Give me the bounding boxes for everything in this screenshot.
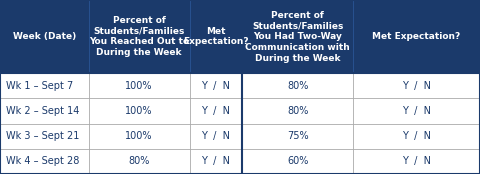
Text: Y  /  N: Y / N — [202, 81, 230, 91]
Text: 100%: 100% — [125, 81, 153, 91]
Text: Wk 3 – Sept 21: Wk 3 – Sept 21 — [6, 131, 79, 141]
Text: Y  /  N: Y / N — [402, 81, 431, 91]
Text: Met Expectation?: Met Expectation? — [372, 32, 460, 41]
Text: 100%: 100% — [125, 106, 153, 116]
Text: Met
Expectation?: Met Expectation? — [183, 27, 249, 46]
Text: 80%: 80% — [287, 106, 308, 116]
Text: Percent of
Students/Families
You Had Two-Way
Communication with
During the Week: Percent of Students/Families You Had Two… — [245, 11, 350, 62]
Text: Y  /  N: Y / N — [402, 106, 431, 116]
Text: Wk 2 – Sept 14: Wk 2 – Sept 14 — [6, 106, 79, 116]
Text: Wk 1 – Sept 7: Wk 1 – Sept 7 — [6, 81, 73, 91]
Text: Wk 4 – Sept 28: Wk 4 – Sept 28 — [6, 156, 79, 166]
Text: 80%: 80% — [287, 81, 308, 91]
Text: 100%: 100% — [125, 131, 153, 141]
Text: 75%: 75% — [287, 131, 309, 141]
Text: Y  /  N: Y / N — [202, 156, 230, 166]
Text: 80%: 80% — [129, 156, 150, 166]
Text: Y  /  N: Y / N — [402, 156, 431, 166]
Bar — [0, 73, 480, 174]
Text: Y  /  N: Y / N — [202, 131, 230, 141]
Text: Percent of
Students/Families
You Reached Out to
During the Week: Percent of Students/Families You Reached… — [89, 16, 189, 57]
Text: Y  /  N: Y / N — [402, 131, 431, 141]
Text: Week (Date): Week (Date) — [13, 32, 76, 41]
Text: 60%: 60% — [287, 156, 308, 166]
Bar — [0, 0, 480, 73]
Text: Y  /  N: Y / N — [202, 106, 230, 116]
